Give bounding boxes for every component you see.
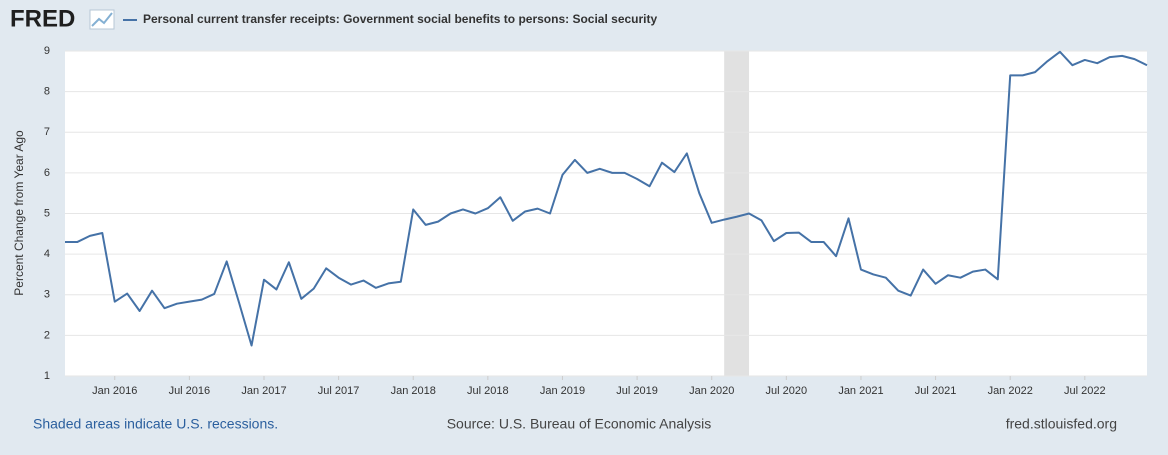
y-axis-label: Percent Change from Year Ago <box>12 130 26 296</box>
x-tick-label: Jul 2022 <box>1064 385 1106 397</box>
x-tick-label: Jul 2018 <box>467 385 509 397</box>
x-tick-label: Jan 2021 <box>838 385 883 397</box>
y-tick-label: 5 <box>44 207 50 219</box>
legend-label: Personal current transfer receipts: Gove… <box>143 12 657 26</box>
data-line <box>65 50 1148 347</box>
x-tick-label: Jan 2016 <box>92 385 137 397</box>
recession-note[interactable]: Shaded areas indicate U.S. recessions. <box>33 416 278 432</box>
site[interactable]: fred.stlouisfed.org <box>1006 416 1117 432</box>
y-tick-label: 3 <box>44 289 50 301</box>
x-tick-label: Jul 2021 <box>915 385 957 397</box>
y-tick-label: 8 <box>44 86 50 98</box>
source: Source: U.S. Bureau of Economic Analysis <box>447 416 712 432</box>
y-tick-label: 2 <box>44 329 50 341</box>
y-tick-label: 9 <box>44 45 50 57</box>
logo: FRED <box>10 5 75 32</box>
x-tick-label: Jul 2016 <box>169 385 211 397</box>
x-tick-label: Jan 2018 <box>391 385 436 397</box>
x-tick-label: Jul 2017 <box>318 385 360 397</box>
x-tick-label: Jul 2019 <box>616 385 658 397</box>
x-tick-label: Jan 2022 <box>988 385 1033 397</box>
y-tick-label: 1 <box>44 370 50 382</box>
x-tick-label: Jan 2017 <box>241 385 286 397</box>
x-tick-label: Jul 2020 <box>766 385 808 397</box>
x-tick-label: Jan 2019 <box>540 385 585 397</box>
y-tick-label: 7 <box>44 126 50 138</box>
y-tick-label: 6 <box>44 167 50 179</box>
x-tick-label: Jan 2020 <box>689 385 734 397</box>
y-tick-label: 4 <box>44 248 50 260</box>
logo-icon <box>89 9 115 30</box>
